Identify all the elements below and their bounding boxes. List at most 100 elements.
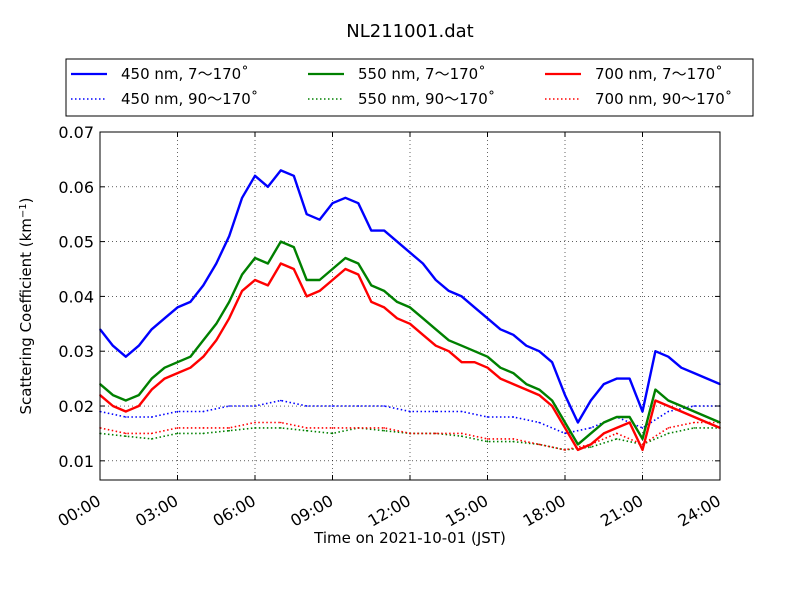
series-3-point bbox=[693, 416, 695, 418]
series-3-point bbox=[603, 432, 605, 435]
y-tick-label: 0.06 bbox=[58, 178, 94, 197]
series-4-point bbox=[357, 405, 360, 407]
series-line-5 bbox=[99, 427, 720, 451]
series-1-point bbox=[215, 262, 218, 265]
series-3-point bbox=[293, 268, 295, 270]
series-5-point bbox=[125, 435, 127, 438]
series-4-point bbox=[305, 405, 308, 407]
series-2-point bbox=[228, 301, 230, 303]
series-6-point bbox=[331, 427, 334, 429]
series-1-point bbox=[112, 344, 114, 347]
series-1-point bbox=[163, 317, 166, 320]
series-2-point bbox=[189, 355, 192, 358]
x-tick-label: 15:00 bbox=[442, 491, 491, 531]
series-4-point bbox=[383, 405, 386, 407]
series-1-point bbox=[396, 240, 398, 243]
y-axis-label-sup: −1 bbox=[18, 203, 29, 218]
series-2-point bbox=[267, 262, 269, 265]
series-6-point bbox=[254, 421, 256, 424]
series-3-point bbox=[150, 388, 153, 391]
series-4-point bbox=[202, 410, 205, 413]
x-tick-label: 06:00 bbox=[210, 491, 259, 531]
series-5-point bbox=[254, 427, 256, 429]
series-1-point bbox=[706, 377, 708, 380]
series-5-point bbox=[615, 438, 618, 440]
series-2-point bbox=[590, 432, 592, 435]
series-1-point bbox=[564, 394, 566, 396]
series-6-point bbox=[667, 427, 670, 429]
legend-label-2: 550 nm, 7～170˚ bbox=[358, 65, 486, 83]
series-5-point bbox=[305, 429, 308, 432]
series-1-point bbox=[254, 175, 256, 177]
series-2-point bbox=[628, 416, 631, 418]
series-5-point bbox=[460, 435, 463, 438]
series-3-point bbox=[228, 317, 230, 320]
series-2-point bbox=[551, 399, 553, 402]
series-3-point bbox=[112, 405, 114, 407]
series-2-point bbox=[603, 421, 605, 424]
series-6-point bbox=[435, 432, 437, 435]
series-6-point bbox=[486, 438, 489, 440]
series-3-point bbox=[641, 449, 644, 451]
series-3-point bbox=[318, 290, 321, 292]
series-3-point bbox=[654, 399, 657, 402]
series-6-point bbox=[357, 427, 360, 429]
series-1-point bbox=[551, 361, 553, 364]
series-5-point bbox=[590, 446, 592, 448]
series-5-point bbox=[202, 432, 205, 435]
series-5-point bbox=[331, 432, 334, 435]
series-2-point bbox=[396, 301, 398, 303]
series-2-point bbox=[215, 323, 218, 325]
series-1-point bbox=[228, 235, 230, 237]
series-4-point bbox=[667, 410, 670, 413]
series-2-point bbox=[280, 240, 282, 243]
series-2-point bbox=[499, 366, 502, 369]
series-1-point bbox=[202, 284, 205, 287]
x-axis-label: Time on 2021-10-01 (JST) bbox=[313, 529, 506, 547]
series-4-point bbox=[538, 421, 540, 424]
series-4-point bbox=[486, 416, 489, 418]
x-tick-label: 09:00 bbox=[287, 491, 336, 531]
series-4-point bbox=[228, 405, 230, 407]
series-5-point bbox=[667, 432, 670, 435]
series-2-point bbox=[344, 257, 347, 259]
series-1-point bbox=[460, 295, 463, 298]
series-3-point bbox=[422, 334, 424, 336]
x-tick-label: 03:00 bbox=[132, 491, 181, 531]
series-2-point bbox=[564, 421, 566, 424]
series-3-point bbox=[125, 410, 127, 413]
legend-label-1: 450 nm, 7～170˚ bbox=[121, 65, 249, 83]
series-4-point bbox=[641, 427, 644, 429]
series-4-point bbox=[125, 416, 127, 418]
series-4-point bbox=[512, 416, 515, 418]
legend-label-4: 450 nm, 90～170˚ bbox=[121, 90, 258, 108]
series-6-point bbox=[615, 432, 618, 435]
series-4-point bbox=[176, 410, 179, 413]
series-2-point bbox=[293, 246, 295, 248]
series-1-point bbox=[370, 229, 373, 232]
legend-frame bbox=[65, 58, 754, 117]
series-6-point bbox=[460, 432, 463, 435]
series-3-point bbox=[383, 306, 386, 309]
series-3-point bbox=[370, 301, 373, 303]
series-6-point bbox=[564, 449, 566, 451]
series-2-point bbox=[435, 328, 437, 331]
series-6-point bbox=[693, 421, 695, 424]
series-5-point bbox=[280, 427, 282, 429]
series-6-point bbox=[409, 432, 411, 435]
series-4-point bbox=[564, 432, 566, 435]
series-1-point bbox=[448, 290, 450, 292]
y-tick-label: 0.05 bbox=[58, 233, 94, 252]
series-6-point bbox=[538, 443, 540, 446]
series-3-point bbox=[564, 427, 566, 429]
series-1-point bbox=[293, 175, 295, 177]
series-2-point bbox=[383, 290, 386, 292]
series-2-point bbox=[138, 394, 140, 396]
series-3-point bbox=[241, 290, 243, 292]
legend-label-5: 550 nm, 90～170˚ bbox=[358, 90, 495, 108]
y-tick-label: 0.02 bbox=[58, 397, 94, 416]
series-4-point bbox=[280, 399, 282, 402]
y-tick-label: 0.01 bbox=[58, 452, 94, 471]
series-1-point bbox=[525, 344, 528, 347]
